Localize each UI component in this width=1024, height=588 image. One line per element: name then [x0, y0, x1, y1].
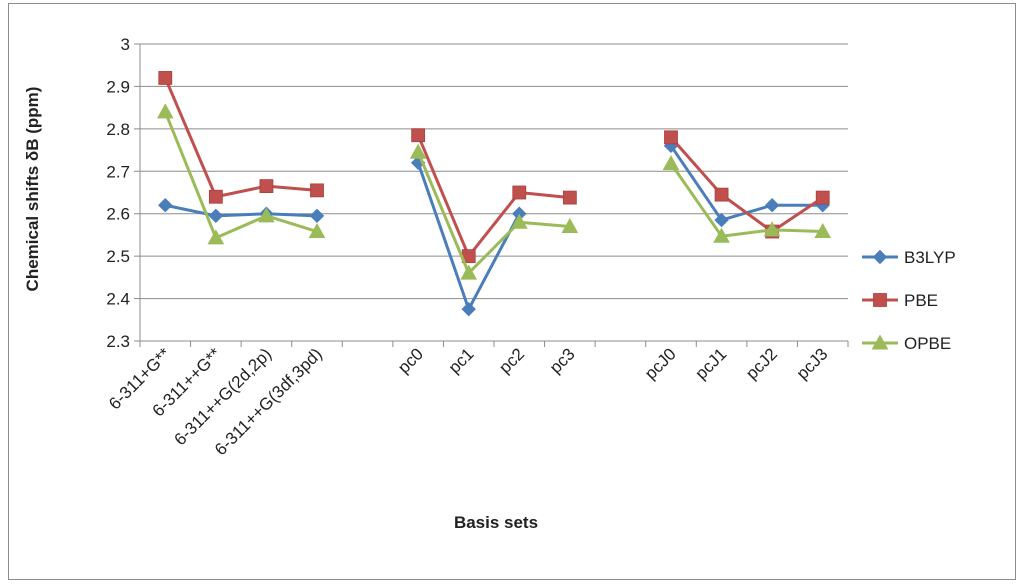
x-tick-label: pcJ2 [742, 344, 781, 383]
legend-marker [871, 334, 889, 350]
data-point [510, 213, 528, 229]
y-tick-label: 2.3 [106, 332, 130, 351]
data-point [208, 208, 224, 224]
y-tick-label: 3 [121, 35, 130, 54]
data-point [815, 190, 830, 205]
data-point [208, 189, 223, 204]
data-point [309, 208, 325, 224]
series-line [164, 203, 318, 218]
data-point [561, 217, 579, 233]
legend-label: PBE [904, 291, 938, 310]
y-tick-label: 2.4 [106, 290, 130, 309]
legend-label: OPBE [904, 334, 951, 353]
data-point [662, 155, 680, 171]
data-point [664, 130, 678, 145]
axes [134, 43, 849, 347]
data-point [814, 223, 832, 239]
data-point [460, 264, 478, 280]
data-point [714, 187, 729, 202]
legend-marker [873, 293, 887, 307]
legend-marker [872, 249, 888, 265]
data-point [310, 183, 324, 198]
chart-frame [8, 3, 1016, 580]
series-pbe [158, 71, 830, 264]
series-b3lyp [158, 138, 830, 317]
y-tick-label: 2.7 [106, 162, 130, 181]
y-tick-label: 2.6 [106, 205, 130, 224]
data-point [764, 198, 780, 213]
x-tick-label: pcJ1 [692, 344, 731, 383]
data-point [258, 207, 275, 223]
x-tick-label: pcJ0 [641, 344, 680, 383]
data-point [158, 71, 173, 85]
grid-lines [140, 43, 848, 342]
series-line [669, 136, 824, 234]
x-tick-label: pcJ3 [793, 344, 832, 383]
data-point [409, 143, 427, 159]
x-tick-label: pc1 [445, 344, 478, 377]
data-point [259, 179, 274, 194]
series-opbe [156, 103, 832, 280]
data-point [308, 223, 326, 239]
data-point [411, 128, 426, 143]
series-line [163, 77, 318, 199]
data-point [713, 227, 730, 243]
y-tick-label: 2.9 [106, 77, 130, 96]
data-point [714, 212, 729, 228]
x-axis-title: Basis sets [454, 513, 538, 532]
series-group [156, 71, 832, 317]
data-point [512, 185, 527, 200]
legend: B3LYP PBE OPBE [862, 248, 956, 353]
series-line [416, 151, 570, 275]
series-line [669, 144, 823, 222]
data-point [156, 103, 174, 119]
x-tick-label: pc0 [394, 344, 427, 377]
y-tick-label: 2.5 [106, 247, 130, 266]
data-point [207, 229, 225, 245]
legend-label: B3LYP [904, 248, 956, 267]
legend-item-pbe: PBE [862, 291, 938, 310]
y-tick-label: 2.8 [106, 120, 130, 139]
legend-item-b3lyp: B3LYP [862, 248, 956, 267]
data-point [461, 301, 476, 317]
x-tick-label: pc3 [546, 344, 579, 377]
data-point [562, 190, 577, 205]
series-line [163, 111, 318, 240]
data-point [763, 221, 781, 237]
y-tick-labels: 2.3 2.4 2.5 2.6 2.7 2.8 2.9 3 [106, 35, 130, 351]
y-axis-title: Chemical shifts δB (ppm) [23, 87, 42, 292]
data-point [158, 198, 173, 213]
x-tick-label: pc2 [495, 344, 528, 377]
x-tick-labels: 6-311+G**6-311++G**6-311++G(2d,2p)6-311+… [105, 344, 831, 459]
series-line [669, 162, 823, 238]
series-line [416, 134, 571, 258]
legend-item-opbe: OPBE [862, 334, 951, 353]
